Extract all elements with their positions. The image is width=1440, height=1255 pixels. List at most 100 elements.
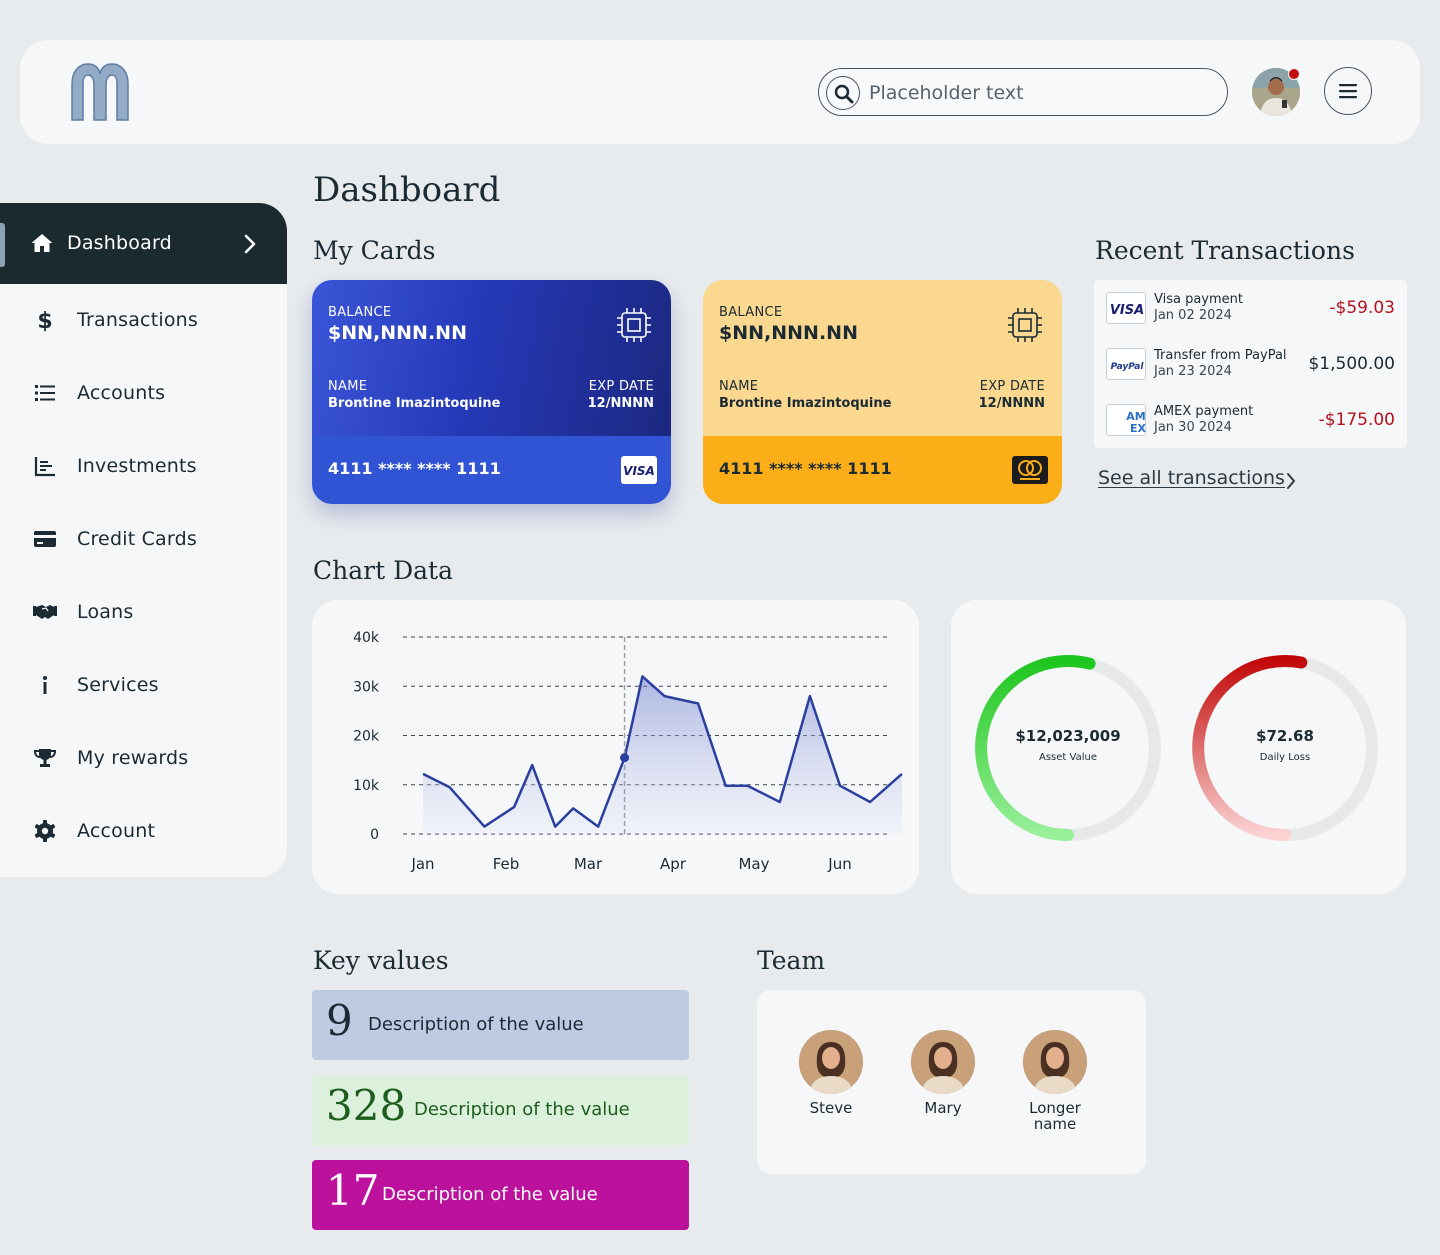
sidebar-item-services[interactable]: Services [0,649,287,722]
credit-card-mastercard[interactable]: BALANCE $NN,NNN.NN NAME Brontine Imazint… [703,280,1062,504]
handshake-icon [33,605,57,619]
transaction-title: Transfer from PayPal [1154,348,1287,363]
sidebar-item-label: Accounts [77,382,166,404]
sidebar: Dashboard $ Transactions Accounts Invest… [0,203,287,877]
user-avatar[interactable] [1252,68,1300,116]
transaction-date: Jan 23 2024 [1154,364,1232,379]
balance-label: BALANCE [328,305,392,320]
transaction-date: Jan 02 2024 [1154,308,1232,323]
svg-text:VISA: VISA [1110,303,1144,318]
transaction-title: AMEX payment [1154,404,1254,419]
sidebar-item-label: Credit Cards [77,528,197,550]
y-tick-label: 10k [353,778,380,794]
sidebar-item-investments[interactable]: Investments [0,430,287,503]
home-icon [31,234,53,252]
name-label: NAME [719,379,759,394]
sidebar-item-credit-cards[interactable]: Credit Cards [0,503,287,576]
gauge-value: $12,023,009 [1015,727,1121,745]
search-icon[interactable] [826,76,860,110]
sidebar-item-my-rewards[interactable]: My rewards [0,722,287,795]
list-icon [35,385,55,401]
card-number: 4111 **** **** 1111 [719,459,892,478]
avatar [1023,1030,1087,1094]
key-value-item: 9 Description of the value [312,990,689,1060]
exp-label: EXP DATE [979,379,1045,394]
chart-panel: 0 10k 20k 30k 40k Jan Feb Mar Apr May Jun [312,600,919,894]
chip-icon [1008,308,1042,342]
transaction-row[interactable]: PayPal Transfer from PayPal Jan 23 2024 … [1094,336,1407,392]
see-all-transactions-link[interactable]: See all transactions [1098,467,1285,489]
trophy-icon [33,749,57,767]
gauges-panel: $12,023,009 Asset Value $72.68 Daily Los… [951,600,1406,894]
key-values-title: Key values [313,946,449,975]
key-value-item: 17 Description of the value [312,1160,689,1230]
transaction-date: Jan 30 2024 [1154,420,1232,435]
credit-card-visa[interactable]: BALANCE $NN,NNN.NN NAME Brontine Imazint… [312,280,671,504]
svg-text:$: $ [37,309,52,332]
key-value-number: 17 [326,1166,380,1215]
gauge-label: Daily Loss [1259,752,1311,763]
member-name: Longer name [1029,1099,1081,1133]
y-tick-label: 30k [353,679,380,695]
exp-label: EXP DATE [588,379,654,394]
key-value-description: Description of the value [368,1014,584,1035]
key-value-description: Description of the value [414,1099,630,1120]
recent-transactions-title: Recent Transactions [1095,236,1355,265]
dollar-icon: $ [37,309,52,332]
sidebar-item-dashboard[interactable]: Dashboard [0,203,287,284]
x-tick-label: Jan [410,855,434,873]
x-tick-label: May [738,855,769,873]
sidebar-item-label: My rewards [77,747,189,769]
sidebar-item-label: Loans [77,601,134,623]
x-tick-label: Mar [574,855,603,873]
y-tick-label: 40k [353,630,380,646]
chevron-right-icon [244,234,256,254]
transaction-amount: $1,500.00 [1308,354,1395,374]
visa-logo-icon: VISA [621,456,657,484]
mastercard-logo-icon [1012,456,1048,484]
balance-label: BALANCE [719,305,783,320]
sidebar-item-label: Services [77,674,159,696]
y-tick-label: 20k [353,729,380,745]
my-cards-title: My Cards [313,236,436,265]
sidebar-item-loans[interactable]: Loans [0,576,287,649]
chip-icon [617,308,651,342]
transaction-row[interactable]: AM EX AMEX payment Jan 30 2024 -$175.00 [1094,392,1407,448]
chevron-right-icon[interactable] [1285,472,1297,490]
team-panel: Steve Mary Longer name [757,990,1146,1174]
hamburger-icon [1339,84,1357,99]
team-member[interactable]: Steve [786,1030,876,1116]
x-tick-label: Apr [660,855,687,873]
name-label: NAME [328,379,368,394]
card-number: 4111 **** **** 1111 [328,459,501,478]
transaction-row[interactable]: VISA Visa payment Jan 02 2024 -$59.03 [1094,280,1407,336]
logo[interactable] [70,62,130,122]
team-member[interactable]: Mary [898,1030,988,1116]
key-value-description: Description of the value [382,1184,598,1205]
daily-loss-gauge [1192,655,1308,841]
notification-dot [1288,68,1300,80]
menu-button[interactable] [1324,67,1372,115]
transaction-amount: -$175.00 [1318,410,1395,430]
avatar [911,1030,975,1094]
search-bar[interactable] [818,68,1228,116]
team-member[interactable]: Longer name [1010,1030,1100,1132]
sidebar-item-accounts[interactable]: Accounts [0,357,287,430]
sidebar-item-account[interactable]: Account [0,795,287,868]
team-title: Team [757,946,826,975]
info-icon [43,676,47,694]
key-value-number: 9 [326,996,353,1045]
sidebar-item-transactions[interactable]: $ Transactions [0,284,287,357]
svg-text:PayPal: PayPal [1111,362,1145,372]
sidebar-item-label: Dashboard [67,232,172,254]
chart-data-title: Chart Data [313,556,453,585]
sidebar-item-label: Investments [77,455,197,477]
recent-transactions-list: VISA Visa payment Jan 02 2024 -$59.03 Pa… [1094,280,1407,448]
visa-logo-icon: VISA [1106,292,1146,324]
paypal-logo-icon: PayPal [1106,348,1146,380]
search-input[interactable] [869,79,1209,107]
y-tick-label: 0 [370,827,379,843]
page-title: Dashboard [313,170,501,210]
bar-chart-icon [34,457,55,477]
member-name: Mary [924,1099,962,1117]
